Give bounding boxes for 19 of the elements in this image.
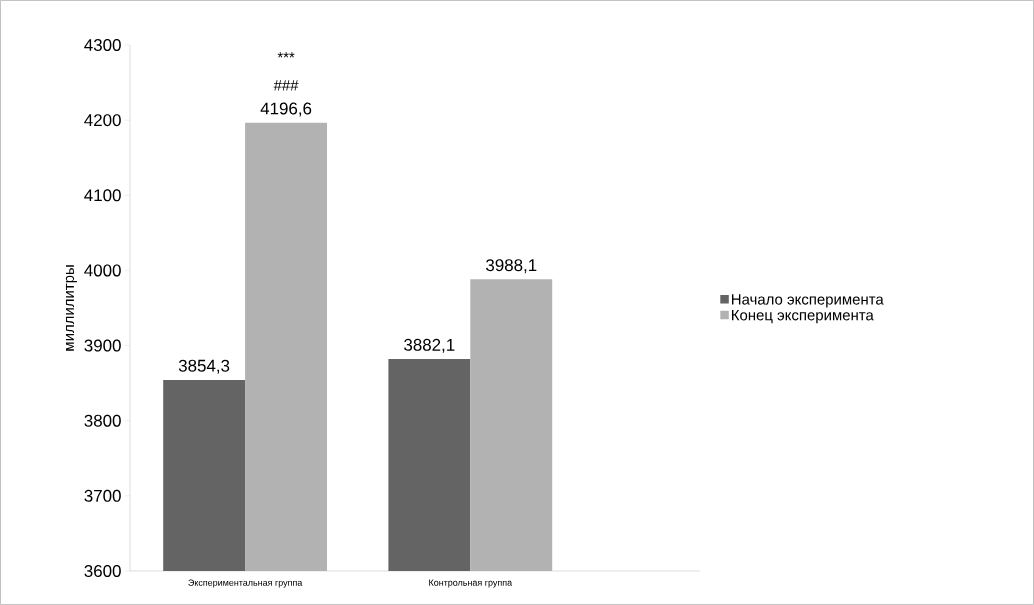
legend-label: Начало эксперимента bbox=[732, 294, 884, 308]
y-tick-label: 4200 bbox=[84, 114, 121, 127]
x-tick-label: Экспериментальная группа bbox=[188, 579, 303, 588]
legend-label: Конец эксперимента bbox=[732, 309, 874, 324]
y-tick-label: 4100 bbox=[84, 189, 121, 202]
y-axis-title: миллилитры bbox=[65, 265, 77, 351]
annotation: ### bbox=[273, 80, 299, 91]
y-tick-label: 3700 bbox=[84, 489, 121, 502]
data-label: 4196,6 bbox=[260, 102, 312, 117]
y-tick-label: 3600 bbox=[84, 564, 121, 577]
data-label: 3854,3 bbox=[178, 359, 230, 374]
annotation: *** bbox=[277, 52, 295, 58]
y-tick-label: 3800 bbox=[84, 414, 121, 427]
data-label: 3882,1 bbox=[404, 338, 455, 353]
y-tick-label: 3900 bbox=[84, 339, 121, 352]
y-tick-label: 4000 bbox=[84, 264, 121, 277]
y-tick-label: 4300 bbox=[84, 38, 121, 51]
x-tick-label: Контрольная группа bbox=[429, 579, 513, 588]
data-label: 3988,1 bbox=[486, 259, 537, 274]
